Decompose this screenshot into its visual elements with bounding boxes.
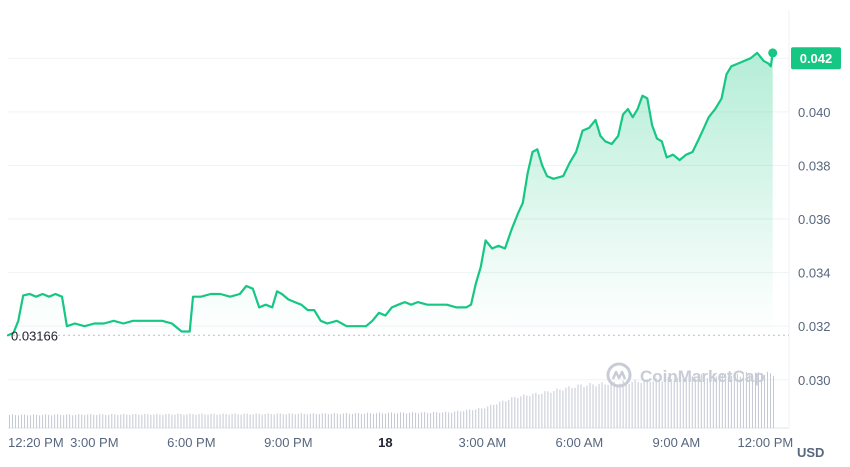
x-tick-label: 18 (378, 435, 392, 450)
volume-bars (9, 371, 774, 428)
y-tick-label: 0.036 (798, 212, 831, 227)
coinmarketcap-logo-icon (606, 362, 632, 388)
price-line (6, 51, 774, 337)
x-tick-label: 9:00 AM (653, 435, 701, 450)
x-tick-label: 3:00 PM (70, 435, 118, 450)
current-price-badge-text: 0.042 (800, 51, 833, 66)
open-price-label: 0.03166 (11, 328, 58, 343)
watermark-text: CoinMarketCap (640, 367, 765, 386)
y-tick-label: 0.030 (798, 373, 831, 388)
x-tick-label: 9:00 PM (264, 435, 312, 450)
y-tick-label: 0.032 (798, 319, 831, 334)
gridlines (8, 10, 790, 429)
y-tick-label: 0.038 (798, 158, 831, 173)
y-tick-label: 0.040 (798, 105, 831, 120)
y-tick-label: 0.034 (798, 266, 831, 281)
x-tick-label: 12:00 PM (738, 435, 794, 450)
current-price-badge: 0.042 (791, 47, 841, 70)
x-tick-label: 6:00 PM (167, 435, 215, 450)
y-axis: 0.042 0.040 0.038 0.036 0.034 0.032 0.030 (798, 51, 831, 388)
last-price-marker (768, 48, 778, 58)
x-tick-label: 12:20 PM (8, 435, 64, 450)
currency-unit-label: USD (797, 445, 824, 460)
price-area (8, 52, 773, 336)
x-tick-label: 6:00 AM (556, 435, 604, 450)
x-axis: 12:20 PM 3:00 PM 6:00 PM 9:00 PM 18 3:00 AM 6:… (8, 435, 793, 450)
watermark: CoinMarketCap (606, 362, 765, 388)
x-tick-label: 3:00 AM (459, 435, 507, 450)
